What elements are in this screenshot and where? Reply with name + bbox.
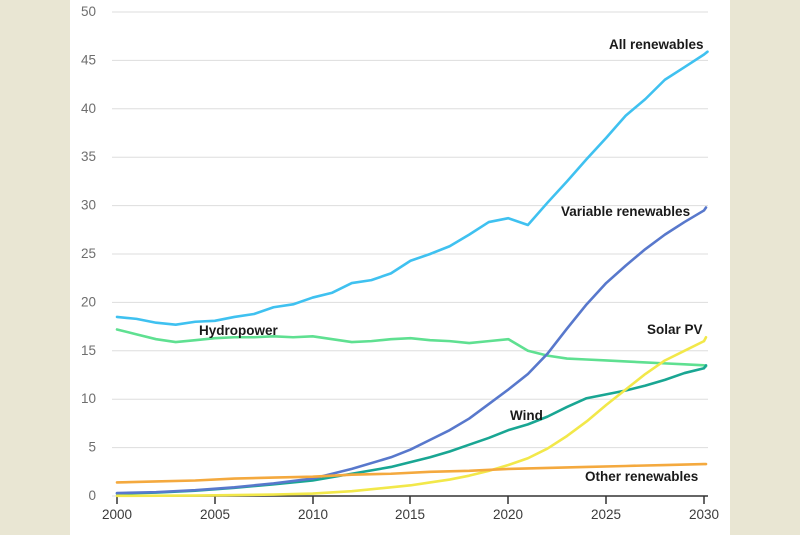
svg-text:2005: 2005 [200, 507, 230, 522]
svg-text:45: 45 [81, 52, 96, 67]
svg-text:All renewables: All renewables [609, 37, 704, 52]
svg-text:35: 35 [81, 149, 96, 164]
svg-text:50: 50 [81, 4, 96, 19]
svg-text:0: 0 [88, 488, 96, 503]
svg-text:30: 30 [81, 198, 96, 213]
svg-text:2030: 2030 [689, 507, 719, 522]
svg-text:Other renewables: Other renewables [585, 469, 698, 484]
svg-text:5: 5 [88, 440, 96, 455]
svg-text:40: 40 [81, 101, 96, 116]
svg-text:2015: 2015 [395, 507, 425, 522]
svg-text:25: 25 [81, 246, 96, 261]
svg-text:10: 10 [81, 391, 96, 406]
svg-text:2000: 2000 [102, 507, 132, 522]
svg-text:2020: 2020 [493, 507, 523, 522]
svg-text:Wind: Wind [510, 408, 543, 423]
svg-text:2025: 2025 [591, 507, 621, 522]
svg-text:Solar PV: Solar PV [647, 322, 703, 337]
svg-text:20: 20 [81, 294, 96, 309]
svg-text:2010: 2010 [298, 507, 328, 522]
svg-text:15: 15 [81, 343, 96, 358]
svg-text:Hydropower: Hydropower [199, 323, 279, 338]
svg-text:Variable renewables: Variable renewables [561, 204, 690, 219]
